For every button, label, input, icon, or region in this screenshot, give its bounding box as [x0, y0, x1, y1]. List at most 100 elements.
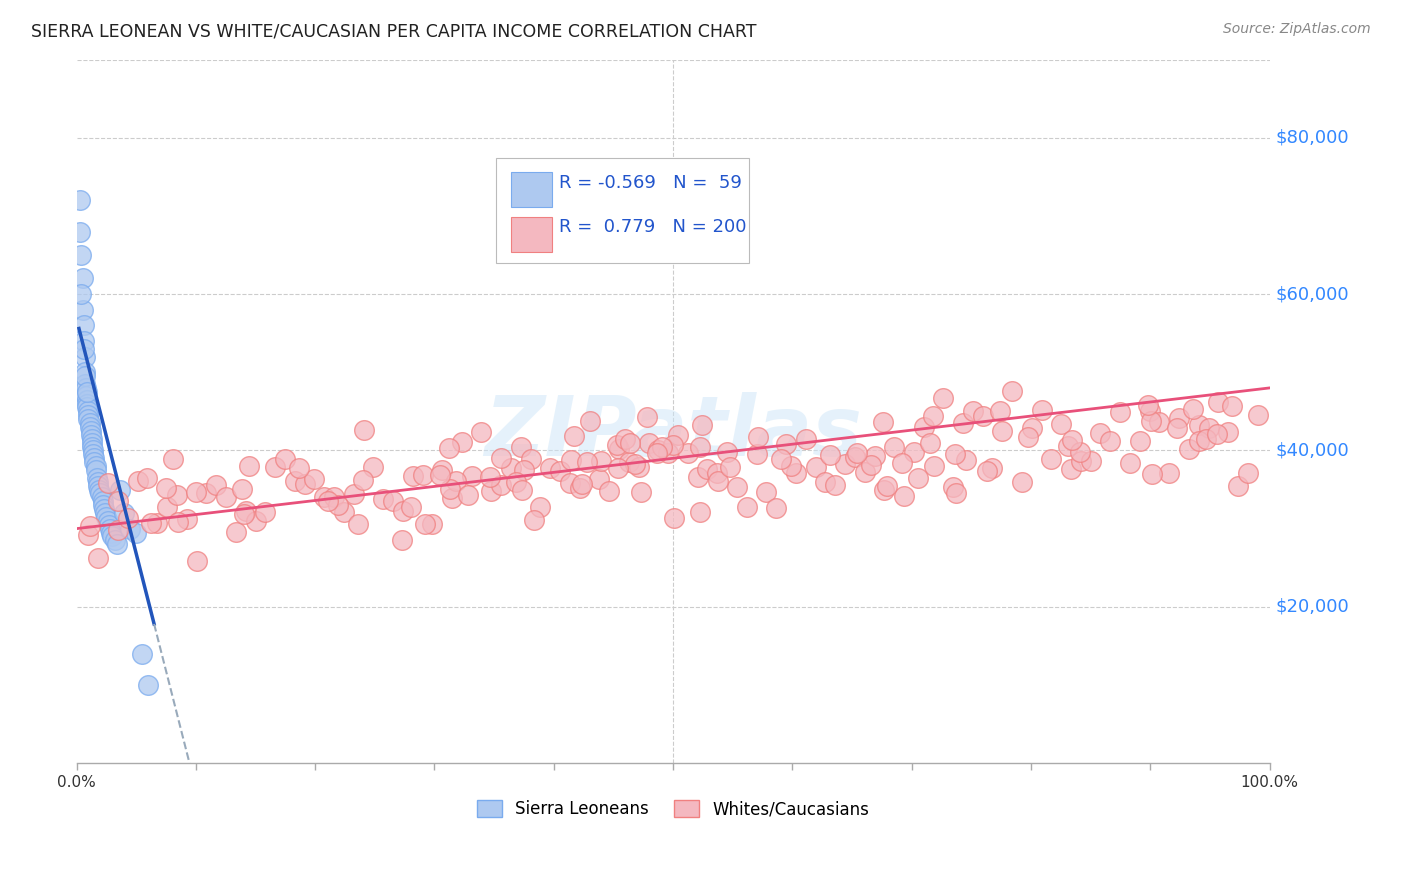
Point — [560, 453, 582, 467]
Point — [415, 517, 437, 532]
Point — [69, 225, 91, 239]
Point — [98, 522, 121, 536]
Point — [73, 318, 96, 333]
Point — [972, 409, 994, 424]
Point — [479, 483, 502, 498]
Point — [72, 271, 94, 285]
Legend: Sierra Leoneans, Whites/Caucasians: Sierra Leoneans, Whites/Caucasians — [470, 794, 876, 825]
Text: $60,000: $60,000 — [1275, 285, 1350, 303]
Text: SIERRA LEONEAN VS WHITE/CAUCASIAN PER CAPITA INCOME CORRELATION CHART: SIERRA LEONEAN VS WHITE/CAUCASIAN PER CA… — [31, 22, 756, 40]
Point — [76, 401, 98, 415]
Point — [73, 342, 96, 356]
Point — [107, 493, 129, 508]
Point — [1140, 467, 1163, 481]
Point — [872, 416, 894, 430]
Point — [1247, 408, 1270, 422]
Point — [89, 486, 111, 500]
Point — [1057, 439, 1080, 453]
Point — [718, 459, 741, 474]
Point — [439, 442, 461, 456]
Point — [166, 515, 188, 529]
Point — [636, 409, 658, 424]
Point — [93, 502, 115, 516]
Point — [1109, 405, 1132, 419]
Point — [87, 550, 110, 565]
Point — [77, 528, 100, 542]
Point — [101, 529, 124, 543]
Point — [499, 461, 522, 475]
Point — [1205, 427, 1227, 442]
Point — [755, 484, 778, 499]
Point — [945, 485, 967, 500]
Point — [70, 287, 93, 301]
Point — [1140, 414, 1163, 428]
Point — [94, 506, 117, 520]
Point — [97, 514, 120, 528]
Point — [571, 477, 593, 491]
Point — [205, 478, 228, 492]
Text: $40,000: $40,000 — [1275, 442, 1350, 459]
Point — [1237, 466, 1260, 480]
Point — [804, 459, 827, 474]
Point — [288, 461, 311, 475]
Point — [127, 474, 149, 488]
Point — [225, 525, 247, 540]
Point — [82, 443, 104, 458]
Point — [80, 427, 103, 442]
Point — [785, 466, 807, 480]
Point — [245, 514, 267, 528]
Point — [853, 465, 876, 479]
Point — [657, 445, 679, 459]
Point — [1159, 466, 1181, 480]
Point — [588, 472, 610, 486]
Point — [460, 469, 482, 483]
Point — [707, 474, 730, 488]
Point — [87, 478, 110, 492]
Point — [186, 554, 208, 568]
Point — [112, 506, 135, 520]
Point — [166, 487, 188, 501]
Text: ZIPatlas: ZIPatlas — [484, 392, 862, 473]
Point — [689, 505, 711, 519]
Point — [76, 384, 98, 399]
Point — [568, 481, 591, 495]
Point — [1168, 411, 1191, 425]
Point — [284, 475, 307, 489]
Point — [233, 507, 256, 521]
Point — [1198, 420, 1220, 434]
Point — [706, 466, 728, 480]
Point — [696, 462, 718, 476]
Point — [450, 435, 472, 450]
Point — [598, 483, 620, 498]
Point — [607, 442, 630, 457]
Point — [1001, 384, 1024, 398]
Point — [80, 440, 103, 454]
Point — [90, 491, 112, 505]
Point — [907, 471, 929, 485]
Point — [136, 470, 159, 484]
Point — [155, 482, 177, 496]
Point — [932, 391, 955, 405]
Point — [509, 440, 531, 454]
Point — [75, 381, 97, 395]
Point — [1050, 417, 1073, 431]
Point — [844, 450, 866, 465]
Point — [991, 424, 1014, 438]
Point — [794, 432, 817, 446]
Point — [73, 376, 96, 391]
Point — [73, 365, 96, 379]
Point — [97, 517, 120, 532]
Point — [125, 525, 148, 540]
Point — [578, 414, 600, 428]
Point — [97, 476, 120, 491]
Point — [79, 420, 101, 434]
Point — [1119, 457, 1142, 471]
Text: R = -0.569   N =  59: R = -0.569 N = 59 — [560, 174, 742, 192]
Point — [607, 461, 630, 475]
Point — [254, 505, 277, 519]
Point — [943, 447, 966, 461]
Point — [316, 494, 339, 508]
Point — [962, 403, 984, 417]
Point — [510, 483, 533, 497]
Point — [76, 396, 98, 410]
